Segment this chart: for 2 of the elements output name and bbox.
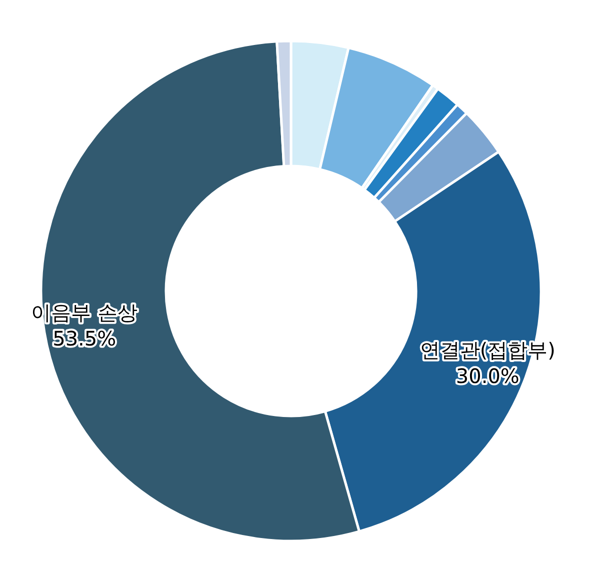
data-label: 30.0% bbox=[456, 364, 520, 388]
data-label: 53.5% bbox=[52, 326, 116, 351]
